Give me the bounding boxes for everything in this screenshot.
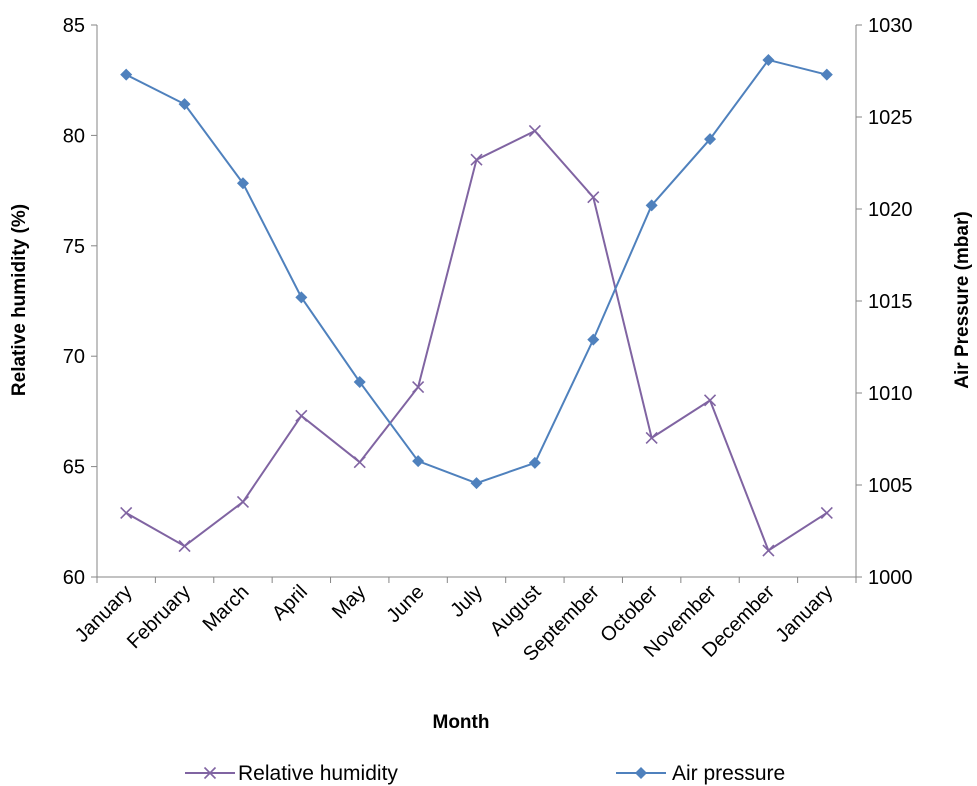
y-tick-label: 60 [63,567,85,589]
relative-humidity-point [353,456,366,469]
air-pressure-point [412,455,425,468]
x-marker-stroke [178,540,191,553]
relative-humidity-point [587,191,600,204]
legend-label: Air pressure [672,762,785,785]
y2-tick-label: 1020 [868,199,913,221]
series-layer [120,53,833,557]
air-pressure-point [353,375,366,388]
air-pressure-point [470,477,483,490]
y2-tick-label: 1000 [868,567,913,589]
x-marker-stroke [203,766,217,780]
y2-tick-label: 1025 [868,107,913,129]
relative-humidity-point [295,409,308,422]
legend-marker [203,766,217,780]
x-tick-label: February [123,581,195,653]
series-air-pressure [120,53,833,490]
relative-humidity-point [470,153,483,166]
x-marker-stroke [645,431,658,444]
x-marker-stroke [703,394,717,407]
x-marker-stroke [587,191,600,204]
y-tick-label: 75 [63,236,85,258]
relative-humidity-point [645,431,658,444]
legend-item-relative-humidity: Relative humidity [185,762,398,785]
x-marker-stroke [353,456,366,469]
x-tick-label: May [328,581,370,623]
series-relative-humidity [120,124,833,557]
legend-marker [635,767,647,779]
legend-label: Relative humidity [238,762,398,785]
y2-tick-label: 1030 [868,15,913,37]
x-tick-label: April [268,581,312,625]
x-marker-stroke [528,124,541,138]
relative-humidity-point [820,506,833,520]
relative-humidity-point [703,394,717,407]
air-pressure-point [120,68,133,81]
x-marker-stroke [820,506,833,520]
y2-tick-label: 1015 [868,291,913,313]
relative-humidity-point [762,544,775,557]
air-pressure-point [762,53,775,66]
air-pressure-point [528,456,541,469]
y2-tick-label: 1010 [868,383,913,405]
x-marker-stroke [470,153,483,166]
x-tick-label: June [382,581,428,627]
x-tick-label: March [199,581,254,636]
y2-tick-label: 1005 [868,475,913,497]
legend-item-air-pressure: Air pressure [616,762,785,785]
air-pressure-point [178,98,191,111]
air-pressure-point [820,68,833,81]
y2-axis-title: Air Pressure (mbar) [952,211,973,388]
x-axis-title: Month [433,712,490,733]
x-marker-stroke [762,544,775,557]
legend: Relative humidity Air pressure [185,762,785,785]
x-tick-label: January [771,581,837,647]
x-marker-stroke [236,495,250,508]
x-marker-stroke [295,409,308,422]
x-marker-stroke [120,506,133,520]
air-pressure-point [704,133,717,146]
air-pressure-point [645,199,658,212]
y-axis-title: Relative humidity (%) [9,204,30,396]
y-tick-label: 80 [63,125,85,147]
y-tick-label: 70 [63,346,85,368]
relative-humidity-point [528,124,541,138]
air-pressure-point [236,177,249,190]
y-tick-label: 65 [63,457,85,479]
relative-humidity-point [412,381,425,394]
relative-humidity-point [178,540,191,553]
y-tick-label: 85 [63,15,85,37]
x-marker-stroke [412,381,425,394]
air-pressure-point [295,291,308,304]
x-tick-label: July [446,581,487,622]
air-pressure-line [125,58,828,485]
relative-humidity-point [236,495,250,508]
air-pressure-point [587,333,600,346]
relative-humidity-point [120,506,133,520]
